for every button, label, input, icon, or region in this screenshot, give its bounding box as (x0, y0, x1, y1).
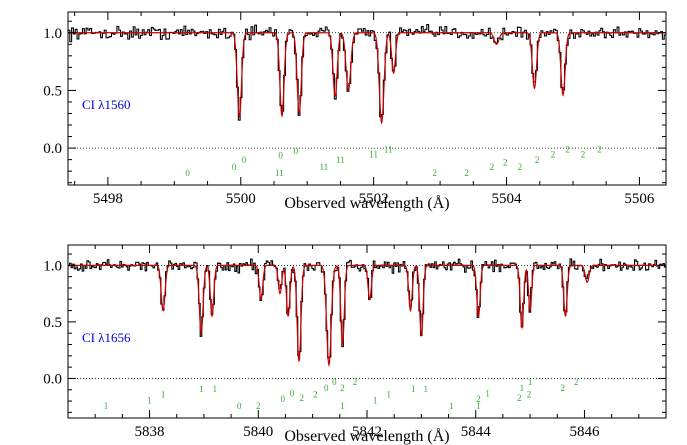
panel-ci-1656-component-mark: 0 (332, 377, 337, 387)
panel-ci-1560-component-mark: 0 (242, 155, 247, 165)
panel-ci-1656-x-tick-label: 5846 (569, 424, 600, 440)
panel-ci-1560-x-tick-label: 5504 (492, 191, 523, 207)
panel-ci-1656-component-mark: 1 (411, 384, 416, 394)
panel-ci-1560-component-mark: 2 (503, 157, 508, 167)
panel-ci-1656-component-mark: 2 (353, 377, 358, 387)
panel-ci-1560-component-mark: 2 (433, 168, 438, 178)
panel-ci-1656-y-tick-label: 0.0 (43, 371, 62, 387)
panel-ci-1656-component-mark: 2 (527, 390, 532, 400)
panel-ci-1656-line-label: CI λ1656 (82, 330, 131, 345)
panel-ci-1656-xlabel: Observed wavelength (Å) (284, 427, 449, 445)
panel-ci-1656-component-mark: 1 (476, 401, 481, 411)
panel-ci-1656-component-mark: 2 (313, 390, 318, 400)
panel-ci-1560-x-tick-label: 5500 (226, 191, 256, 207)
panel-ci-1656-component-mark: 0 (290, 389, 295, 399)
panel-ci-1560-x-tick-label: 5498 (93, 191, 123, 207)
panel-ci-1560-component-mark: 0 (185, 168, 190, 178)
panel-ci-1560-line-label: CI λ1560 (82, 97, 131, 112)
panel-ci-1560-component-mark: 2 (565, 145, 570, 155)
panel-ci-1560-y-tick-label: 0.0 (43, 141, 62, 157)
panel-ci-1560-component-mark: 2 (464, 168, 469, 178)
panel-ci-1656-component-mark: 1 (147, 395, 152, 405)
panel-ci-1656-component-mark: 0 (280, 394, 285, 404)
panel-ci-1560-y-tick-label: 1.0 (43, 26, 62, 42)
panel-ci-1656-component-mark: 2 (256, 401, 261, 411)
panel-ci-1560-component-mark: 2 (518, 162, 523, 172)
panel-ci-1656-component-mark: 1 (199, 384, 204, 394)
panel-ci-1560-component-mark: 11 (369, 149, 378, 159)
panel-ci-1656-component-mark: 1 (528, 377, 533, 387)
panel-ci-1656-component-mark: 1 (485, 389, 490, 399)
panel-ci-1560-y-tick-label: 0.5 (43, 83, 62, 99)
panel-ci-1656-x-tick-label: 5838 (135, 424, 165, 440)
panel-ci-1560: CI λ1560 Observed wavelength (Å) 000 0 011… (43, 11, 667, 212)
panel-ci-1560-component-mark: 0 (278, 150, 283, 160)
panel-ci-1560-component-mark: 2 (490, 162, 495, 172)
panel-ci-1560-x-tick-label: 5506 (624, 191, 655, 207)
panel-ci-1656-component-mark: 2 (560, 383, 565, 393)
panel-ci-1656-x-tick-label: 5844 (461, 424, 492, 440)
panel-ci-1656-component-mark: 1 (340, 401, 345, 411)
panel-ci-1560-plot-frame (67, 11, 667, 186)
panel-ci-1656-component-mark: 1 (449, 401, 454, 411)
panel-ci-1656-component-mark: 1 (423, 384, 428, 394)
panel-ci-1656-component-mark: 2 (517, 393, 522, 403)
panel-ci-1656-component-mark: 1 (104, 401, 109, 411)
panel-ci-1656-component-mark: 1 (520, 383, 525, 393)
panel-ci-1656-component-mark: 2 (574, 377, 579, 387)
panel-ci-1560-component-mark: 2 (551, 149, 556, 159)
panel-ci-1656-model-fit (68, 264, 666, 368)
panel-ci-1656-component-mark: 0 (237, 401, 242, 411)
panel-ci-1560-model-fit (68, 32, 666, 125)
panel-ci-1656-y-tick-label: 0.5 (43, 315, 62, 331)
panel-ci-1560-component-mark: 11 (319, 162, 328, 172)
panel-ci-1560-component-mark: 11 (336, 155, 345, 165)
panel-ci-1656-component-mark: 1 (373, 395, 378, 405)
panel-ci-1656-y-tick-label: 1.0 (43, 258, 62, 274)
panel-ci-1656-x-tick-label: 5840 (243, 424, 273, 440)
panel-ci-1656-component-mark: 1 (161, 390, 166, 400)
panel-ci-1560-x-tick-label: 5502 (359, 191, 389, 207)
panel-ci-1656-component-mark: 2 (340, 383, 345, 393)
panel-ci-1656-component-mark: 1 (213, 384, 218, 394)
panel-ci-1656-component-mark: 1 (386, 390, 391, 400)
panel-ci-1656-component-mark: 2 (300, 393, 305, 403)
panel-ci-1560-xlabel: Observed wavelength (Å) (284, 194, 449, 212)
panel-ci-1560-component-mark: 0 (294, 146, 299, 156)
panel-ci-1560-component-mark: 11 (275, 168, 284, 178)
panel-ci-1560-component-mark: 2 (597, 145, 602, 155)
panel-ci-1560-component-mark: 2 (581, 149, 586, 159)
panel-ci-1560-component-mark: 2 (535, 155, 540, 165)
panel-ci-1656-component-mark: 0 (324, 383, 329, 393)
panel-ci-1560-component-mark: 0 (232, 162, 237, 172)
panel-ci-1560-observed-spectrum (68, 23, 666, 121)
panel-ci-1656-component-mark: 2 (476, 394, 481, 404)
panel-ci-1656-x-tick-label: 5842 (352, 424, 382, 440)
panel-ci-1560-component-mark: 11 (384, 145, 393, 155)
